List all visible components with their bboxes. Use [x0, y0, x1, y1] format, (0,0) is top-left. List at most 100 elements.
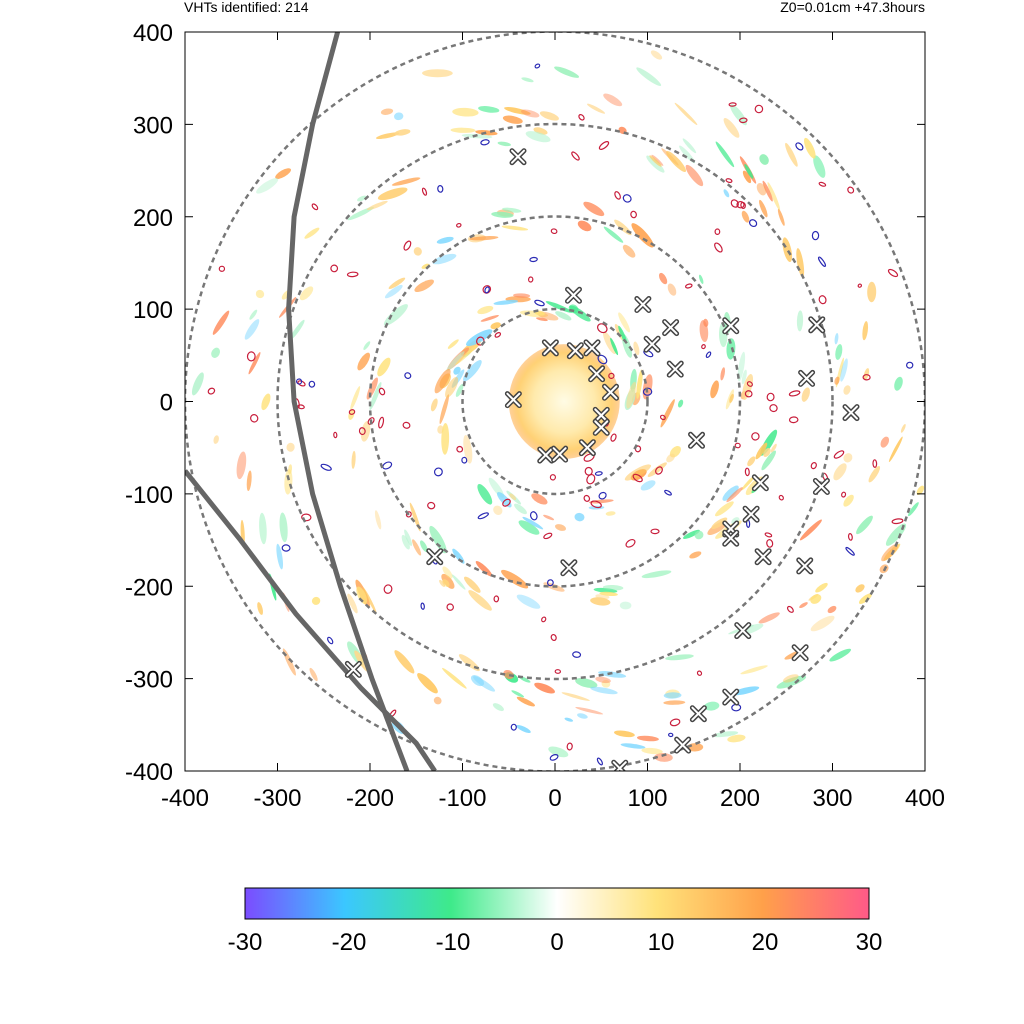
field-streak — [602, 584, 624, 591]
field-streak — [490, 322, 501, 330]
vht-marker-fill — [594, 408, 609, 423]
contour-cell — [427, 501, 436, 510]
field-streak — [777, 208, 785, 226]
field-streak — [244, 319, 260, 340]
field-streak — [383, 304, 408, 326]
field-streak — [493, 505, 503, 515]
contour-cell — [845, 546, 855, 556]
field-streak — [441, 423, 450, 455]
contour-cell — [534, 299, 545, 307]
field-streak — [640, 480, 656, 491]
vht-marker — [791, 644, 809, 662]
contour-cell — [906, 361, 914, 369]
field-streak — [493, 299, 519, 305]
field-streak — [588, 499, 614, 504]
contour-cell — [534, 63, 541, 69]
field-streak — [497, 491, 512, 508]
field-streak — [613, 730, 635, 738]
field-streak — [666, 151, 687, 172]
vht-marker-fill — [561, 560, 576, 575]
range-ring-100 — [461, 307, 649, 496]
colorbar-tick-label: 20 — [752, 929, 779, 956]
contour-cell — [529, 256, 538, 263]
contour-cell — [668, 732, 674, 738]
contour-cell — [818, 181, 827, 187]
field-streak — [740, 665, 768, 675]
vht-marker — [578, 439, 596, 457]
field-streak — [843, 453, 853, 463]
contour-cell — [477, 512, 489, 520]
contour-cell — [778, 494, 784, 501]
field-streak — [598, 671, 627, 678]
contour-cell — [378, 416, 385, 429]
field-streak — [356, 586, 368, 605]
field-streak — [442, 566, 453, 579]
field-streak — [246, 470, 252, 492]
field-streak — [516, 696, 535, 707]
field-streak — [685, 164, 704, 187]
contour-cell — [333, 431, 338, 439]
field-streak — [394, 129, 411, 136]
field-streak — [434, 368, 451, 394]
contour-cell — [403, 240, 412, 251]
contour-cell — [446, 603, 454, 611]
vht-marker-fill — [668, 362, 683, 377]
field-streak — [276, 543, 284, 570]
field-streak — [601, 679, 611, 688]
contour-cell — [847, 186, 855, 194]
field-streak — [650, 50, 663, 60]
field-streak — [674, 102, 698, 126]
contour-cell — [367, 417, 375, 425]
field-streak — [663, 692, 682, 699]
field-streak — [363, 341, 371, 350]
x-tick-label: 300 — [812, 785, 852, 812]
field-streak — [636, 369, 643, 399]
contour-cell — [625, 538, 636, 548]
field-streak — [422, 69, 453, 78]
vht-marker-fill — [568, 343, 583, 358]
vht-marker — [722, 317, 740, 335]
range-ring-200 — [368, 215, 742, 588]
vht-marker — [734, 622, 752, 640]
contour-cell — [402, 421, 411, 429]
field-streak — [810, 615, 835, 632]
contour-cell — [833, 450, 845, 459]
field-streak — [762, 180, 773, 202]
field-streak — [677, 399, 684, 408]
contour-cell — [788, 390, 801, 397]
field-streak — [436, 236, 454, 244]
field-streak — [694, 530, 704, 540]
contour-cell — [480, 139, 490, 146]
field-streak — [667, 283, 677, 296]
eyewall-core — [508, 344, 620, 459]
vht-marker-fill — [589, 366, 604, 381]
field-streak — [654, 752, 673, 762]
field-streak — [815, 582, 828, 593]
field-streak — [447, 339, 459, 349]
field-streak — [715, 501, 734, 517]
contour-cell — [736, 200, 745, 209]
field-streak — [286, 442, 295, 452]
field-streak — [785, 142, 798, 167]
field-streak — [511, 690, 525, 698]
field-streak — [347, 593, 358, 614]
vht-marker-fill — [511, 149, 525, 164]
contour-cell — [841, 491, 847, 498]
time-label: Z0=0.01cm +47.3hours — [780, 0, 925, 15]
field-streak — [555, 311, 572, 321]
contour-cell — [207, 387, 216, 395]
field-streak — [618, 325, 627, 344]
field-streak — [211, 347, 221, 358]
field-streak — [577, 220, 592, 232]
vht-marker-fill — [612, 761, 627, 771]
storm-track-1 — [286, 32, 410, 771]
field-streak — [833, 463, 847, 481]
field-streak — [394, 650, 415, 674]
field-streak — [595, 676, 611, 684]
colorbar-tick-label: -30 — [228, 929, 263, 956]
field-streak — [803, 137, 816, 159]
vht-marker — [674, 736, 692, 754]
field-streak — [455, 344, 478, 365]
field-streak — [534, 682, 555, 694]
